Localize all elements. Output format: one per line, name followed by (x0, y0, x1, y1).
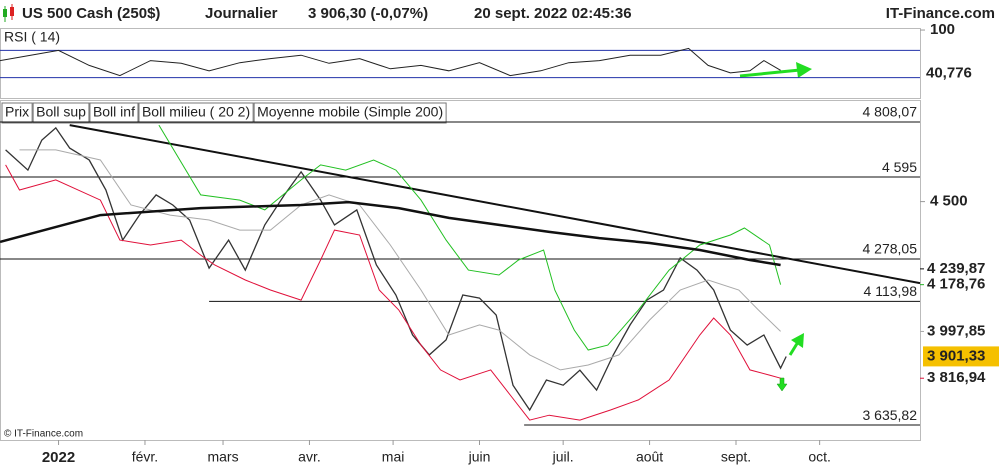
level-label: 3 635,82 (863, 407, 918, 423)
rsi-panel (0, 28, 921, 99)
series-line (0, 47, 781, 77)
x-tick-label: mai (382, 449, 405, 465)
legend: Prix Boll sup Boll inf Boll milieu ( 20 2) M… (1, 102, 447, 124)
series-line (19, 149, 781, 371)
legend-entry: Prix (5, 104, 29, 120)
instrument: US 500 Cash (250$) (22, 5, 160, 22)
price-label-bg (923, 346, 999, 367)
level-label: 4 278,05 (863, 241, 918, 257)
x-tick-label: mars (207, 449, 238, 465)
x-tick-label: sept. (721, 449, 751, 465)
legend-box (89, 102, 139, 124)
price-label: 3 901,33 (927, 347, 985, 364)
period: Journalier (205, 5, 278, 22)
legend-entry: Boll inf (93, 104, 135, 120)
x-tick-label: 2022 (42, 449, 75, 466)
price-label: 3 816,94 (927, 369, 986, 386)
x-tick-label: avr. (298, 449, 321, 465)
legend-entry: Boll milieu ( 20 2) (142, 104, 250, 120)
x-tick-label: févr. (132, 449, 158, 465)
x-tick-label: juil. (552, 449, 574, 465)
footer: © IT-Finance.com (4, 429, 83, 440)
app-icon (3, 4, 14, 22)
level-label: 4 808,07 (863, 104, 918, 120)
price-label: 4 178,76 (927, 276, 985, 293)
x-tick-label: oct. (808, 449, 831, 465)
value-label: 40,776 (926, 64, 972, 81)
series-line (5, 164, 781, 421)
legend-box (138, 102, 254, 124)
y-tick-label: 100 (930, 21, 955, 38)
legend-box (32, 102, 90, 124)
x-tick-label: août (636, 449, 663, 465)
x-tick-label: juin (468, 449, 491, 465)
series-line (0, 200, 781, 267)
legend-entry: Boll sup (36, 104, 86, 120)
arrows (739, 62, 812, 392)
brand: IT-Finance.com (886, 5, 995, 22)
level-label: 4 113,98 (864, 283, 918, 299)
series-line (5, 126, 787, 412)
legend-box (253, 102, 447, 124)
price-label: 4 239,87 (927, 260, 985, 277)
datetime: 20 sept. 2022 02:45:36 (474, 5, 632, 22)
y-tick-label: 4 500 (930, 193, 968, 210)
legend-box (1, 102, 33, 124)
rsi-title: RSI ( 14) (4, 29, 60, 45)
legend-entry: Moyenne mobile (Simple 200) (257, 104, 443, 120)
price-panel (0, 100, 921, 441)
level-label: 4 595 (882, 159, 917, 175)
price-label: 3 997,85 (927, 322, 985, 339)
trendline (69, 124, 921, 285)
quote: 3 906,30 (-0,07%) (308, 5, 428, 22)
